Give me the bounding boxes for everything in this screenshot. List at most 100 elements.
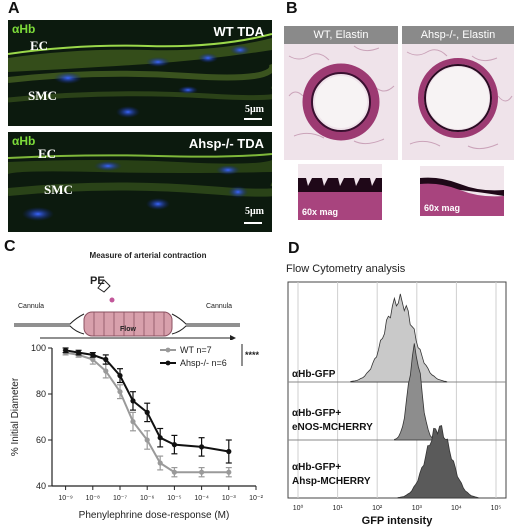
schematic-title: Measure of arterial contraction (90, 251, 207, 260)
flow-x-tick-label: 10⁴ (451, 505, 462, 512)
flow-x-tick-label: 10⁵ (491, 505, 502, 512)
wt-tda-image (8, 20, 272, 126)
data-point (117, 373, 123, 379)
ahsp-tda-image (8, 132, 272, 232)
x-tick-label: 10⁻² (249, 495, 263, 502)
wt-tda-title: WT TDA (213, 24, 264, 39)
flow-cytometry-chart: Flow Cytometry analysis 10⁰ 10¹ 10² 10³ 10⁴ 10… (286, 263, 507, 527)
x-tick-label: 10⁻⁸ (86, 495, 100, 502)
data-point (226, 448, 232, 455)
flow-x-tick-label: 10⁰ (293, 504, 304, 512)
phenylephrine-dose-response-chart: 40 60 80 100 10⁻⁹ 10⁻⁸ 10⁻⁷ 10⁻⁶ 10⁻⁵ 10⁻⁴ 10⁻³ 10⁻… (10, 343, 264, 521)
ahsp-zoom-label: 60x mag (424, 203, 461, 213)
ahsp-elastin-histology: Ahsp-/-, Elastin (402, 26, 514, 160)
data-point (75, 350, 82, 356)
legend-label: WT n=7 (180, 345, 212, 355)
histogram-ahb-gfp-ahsp (397, 425, 480, 499)
cannula-left-label: Cannula (18, 303, 44, 310)
syringe-icon (97, 279, 111, 293)
flow-x-axis-label: GFP intensity (362, 515, 434, 527)
data-point (63, 347, 69, 353)
y-tick-label: 100 (31, 343, 46, 353)
wt-zoom-image (298, 164, 382, 220)
wt-elastin-histology: WT, Elastin (284, 26, 398, 160)
scale-bar-label: 5μm (245, 104, 264, 115)
flow-label: Flow (120, 326, 136, 333)
data-point (130, 398, 136, 404)
scale-bar-label: 5μm (245, 206, 264, 217)
pe-label: PE (90, 275, 105, 287)
x-tick-label: 10⁻⁷ (113, 495, 127, 502)
stain-label: αHb (12, 134, 36, 148)
scale-bar (244, 118, 262, 120)
x-tick-label: 10⁻⁹ (58, 495, 72, 502)
wt-zoom-inset: 60x mag (298, 164, 382, 220)
data-point (103, 356, 109, 363)
cannula-right-label: Cannula (206, 303, 232, 310)
ahsp-zoom-image (420, 166, 504, 216)
x-tick-label: 10⁻⁶ (140, 495, 154, 502)
data-point (171, 442, 177, 448)
ahsp-elastin-image (402, 26, 514, 160)
y-tick-label: 40 (36, 481, 46, 491)
row3-label-b: Ahsp-MCHERRY (292, 476, 371, 487)
flow-title: Flow Cytometry analysis (286, 263, 406, 275)
row2-label-a: αHb-GFP+ (292, 408, 341, 419)
ahsp-zoom-inset: 60x mag (420, 166, 504, 216)
ec-label: EC (30, 38, 49, 53)
wt-elastin-image (284, 26, 398, 160)
stain-label: αHb (12, 22, 36, 36)
data-point (157, 460, 163, 466)
y-axis-label: % Initial Diameter (10, 377, 21, 456)
legend-label: Ahsp-/- n=6 (180, 358, 227, 368)
wt-elastin-caption: WT, Elastin (284, 26, 398, 44)
data-point (171, 469, 177, 475)
ahsp-tda-title: Ahsp-/- TDA (188, 136, 264, 151)
scale-bar (244, 222, 262, 224)
data-point (103, 368, 109, 374)
flow-x-tick-label: 10² (372, 505, 383, 512)
row2-label-b: eNOS-MCHERRY (292, 422, 373, 433)
panel-b-letter: B (286, 0, 298, 17)
cannula-right (171, 313, 240, 335)
wt-zoom-label: 60x mag (302, 207, 339, 217)
row1-label: αHb-GFP (292, 369, 336, 380)
panel-c-letter: C (4, 238, 16, 255)
data-point (226, 469, 232, 475)
data-point (90, 356, 96, 363)
y-tick-label: 80 (36, 389, 46, 399)
histogram-ahb-gfp (350, 293, 448, 383)
data-point (144, 409, 150, 415)
flow-arrowhead (230, 335, 236, 340)
arterial-contraction-schematic: Measure of arterial contraction PE Cannu… (14, 251, 240, 340)
smc-label: SMC (44, 182, 73, 197)
data-point (130, 419, 136, 425)
row3-label-a: αHb-GFP+ (292, 462, 341, 473)
data-point (90, 352, 96, 358)
x-tick-label: 10⁻⁴ (194, 495, 209, 502)
artery-rings (93, 312, 165, 336)
y-tick-label: 60 (36, 435, 46, 445)
smc-label: SMC (28, 88, 57, 103)
artery-segment (83, 311, 173, 337)
panel-a-letter: A (8, 0, 20, 17)
significance-label: **** (245, 350, 260, 360)
x-tick-label: 10⁻⁵ (167, 495, 181, 502)
legend-marker (165, 360, 171, 366)
data-point (157, 435, 163, 441)
ahsp-tda-micrograph: αHb EC SMC Ahsp-/- TDA 5μm (8, 132, 272, 232)
cannula-left (14, 313, 85, 335)
data-point (199, 469, 205, 475)
ahsp-elastin-caption: Ahsp-/-, Elastin (402, 26, 514, 44)
flow-x-tick-label: 10³ (412, 505, 423, 512)
pe-droplet (109, 297, 115, 303)
histogram-ahb-gfp-enos (394, 343, 437, 441)
legend-marker (165, 347, 171, 353)
data-point (117, 389, 123, 395)
wt-tda-micrograph: αHb EC SMC WT TDA 5μm (8, 20, 272, 126)
ec-label: EC (38, 146, 57, 161)
x-tick-label: 10⁻³ (222, 495, 236, 502)
data-point (199, 444, 205, 450)
panel-d-letter: D (288, 240, 300, 257)
flow-x-tick-label: 10¹ (333, 505, 344, 512)
